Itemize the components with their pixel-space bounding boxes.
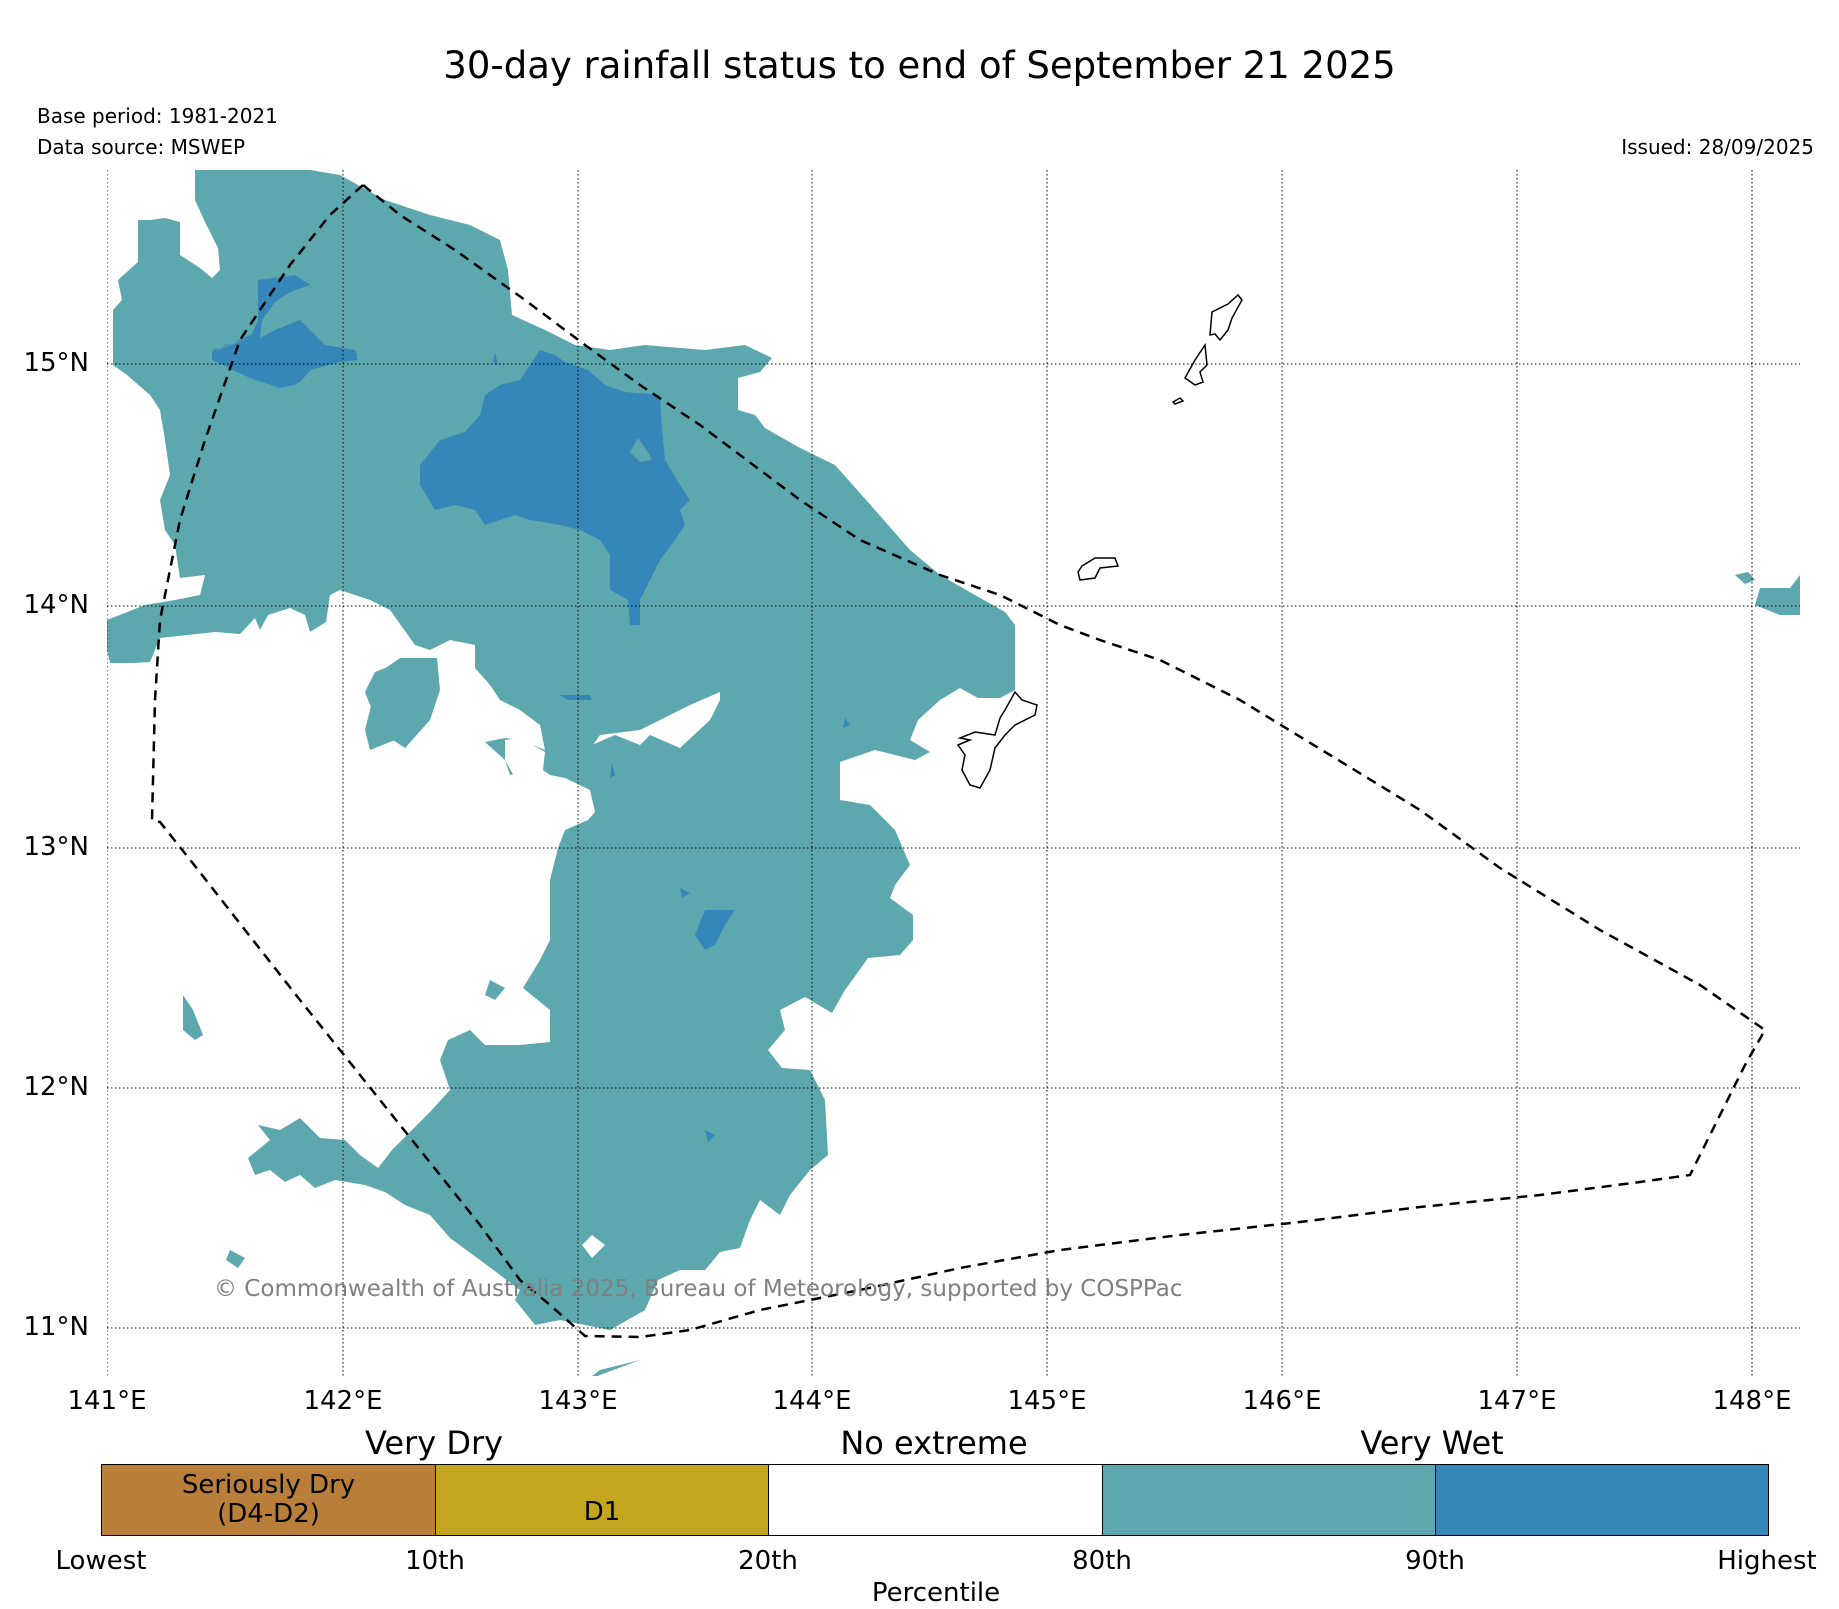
base-period-text: Base period: 1981-2021 bbox=[37, 104, 278, 128]
legend-box-highest bbox=[1435, 1464, 1769, 1536]
very-wet-patch bbox=[365, 658, 440, 748]
legend-box-no-extreme bbox=[768, 1464, 1103, 1536]
lon-label-147e: 147°E bbox=[1477, 1386, 1557, 1416]
very-wet-patch bbox=[226, 1250, 245, 1268]
legend-box-very-wet bbox=[1102, 1464, 1436, 1536]
legend-tick-highest: Highest bbox=[1717, 1546, 1817, 1576]
highest-patch bbox=[695, 910, 735, 950]
legend-tick-90th: 90th bbox=[1405, 1546, 1465, 1576]
legend-tick-20th: 20th bbox=[738, 1546, 798, 1576]
legend-heading-no-extreme: No extreme bbox=[840, 1424, 1028, 1462]
lat-label-12n: 12°N bbox=[23, 1072, 89, 1102]
lon-label-144e: 144°E bbox=[772, 1386, 852, 1416]
data-source-text: Data source: MSWEP bbox=[37, 135, 246, 159]
legend-box-d1: D1 bbox=[435, 1464, 769, 1536]
copyright-text: © Commonwealth of Australia 2025, Bureau… bbox=[214, 1276, 1183, 1302]
legend-heading-very-dry: Very Dry bbox=[364, 1424, 504, 1462]
highest-region bbox=[420, 350, 690, 625]
very-wet-patch bbox=[1735, 572, 1800, 615]
legend-tick-10th: 10th bbox=[405, 1546, 465, 1576]
legend-box-label: Seriously Dry (D4-D2) bbox=[181, 1470, 356, 1529]
legend-box-seriously-dry: Seriously Dry (D4-D2) bbox=[101, 1464, 436, 1536]
lat-label-13n: 13°N bbox=[23, 832, 89, 862]
island-coastlines bbox=[956, 293, 1243, 789]
map-title: 30-day rainfall status to end of Septemb… bbox=[443, 44, 1396, 87]
lat-label-14n: 14°N bbox=[23, 590, 89, 620]
legend-axis-label: Percentile bbox=[871, 1578, 1001, 1608]
very-wet-region bbox=[107, 170, 1015, 1376]
lon-label-141e: 141°E bbox=[67, 1386, 147, 1416]
legend-tick-lowest: Lowest bbox=[55, 1546, 147, 1576]
lon-label-146e: 146°E bbox=[1242, 1386, 1322, 1416]
eez-boundary bbox=[150, 183, 1767, 1339]
very-wet-patch bbox=[183, 995, 203, 1040]
map-grid bbox=[107, 170, 1800, 1376]
legend-tick-80th: 80th bbox=[1072, 1546, 1132, 1576]
very-wet-patch bbox=[485, 980, 505, 1000]
lat-label-11n: 11°N bbox=[23, 1312, 89, 1342]
lon-label-142e: 142°E bbox=[303, 1386, 383, 1416]
legend-heading-very-wet: Very Wet bbox=[1360, 1424, 1504, 1462]
lon-label-143e: 143°E bbox=[538, 1386, 618, 1416]
issued-date-text: Issued: 28/09/2025 bbox=[1621, 135, 1814, 159]
lat-label-15n: 15°N bbox=[23, 348, 89, 378]
highest-region bbox=[212, 278, 358, 388]
no-extreme-hole bbox=[630, 438, 652, 462]
legend-box-label: D1 bbox=[583, 1496, 621, 1527]
lon-label-145e: 145°E bbox=[1007, 1386, 1087, 1416]
lon-label-148e: 148°E bbox=[1712, 1386, 1792, 1416]
